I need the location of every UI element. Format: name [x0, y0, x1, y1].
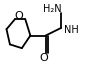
Text: O: O — [40, 53, 48, 63]
Text: H₂N: H₂N — [43, 4, 61, 14]
Text: NH: NH — [64, 25, 79, 35]
Text: O: O — [15, 11, 23, 21]
